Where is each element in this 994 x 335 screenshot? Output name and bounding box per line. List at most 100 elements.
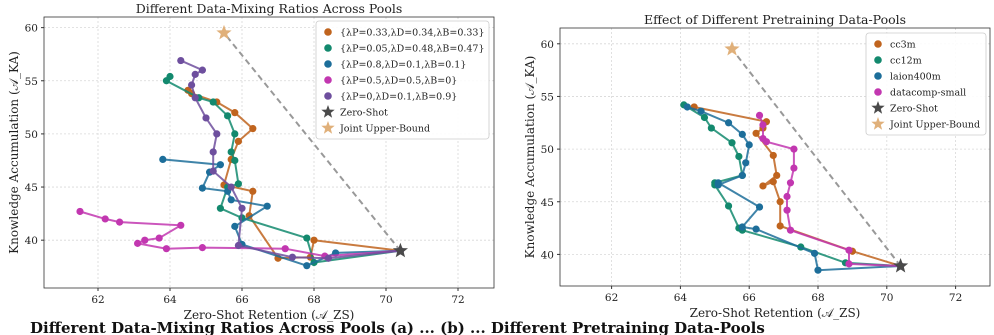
legend-label: {λP=0.8,λD=0.1,λB=0.1} bbox=[340, 60, 466, 71]
y-axis-label: Knowledge Accumulation (𝒜_KA) bbox=[7, 51, 21, 254]
upper-bound-dashed-line bbox=[731, 48, 902, 267]
x-tick-label: 70 bbox=[880, 292, 893, 304]
y-tick-label: 45 bbox=[25, 182, 38, 194]
data-point bbox=[234, 180, 242, 188]
legend-marker bbox=[324, 76, 332, 84]
y-axis-label: Knowledge Accumulation (𝒜_KA) bbox=[523, 56, 537, 259]
data-point bbox=[810, 249, 819, 257]
legend-marker-star bbox=[321, 105, 335, 118]
data-point bbox=[249, 187, 257, 195]
data-point bbox=[198, 184, 206, 192]
data-point bbox=[231, 109, 239, 117]
legend-label: laion400m bbox=[890, 72, 941, 83]
legend-label: Joint Upper-Bound bbox=[339, 124, 430, 135]
legend-marker bbox=[874, 72, 882, 80]
data-point bbox=[303, 262, 311, 270]
y-tick-label: 55 bbox=[25, 76, 38, 88]
y-tick-label: 40 bbox=[541, 249, 554, 261]
data-point bbox=[288, 253, 296, 261]
data-point bbox=[752, 225, 760, 233]
data-point bbox=[155, 234, 163, 242]
legend-marker bbox=[324, 60, 332, 68]
data-point bbox=[700, 113, 709, 122]
x-tick-label: 62 bbox=[91, 294, 104, 306]
data-point bbox=[101, 215, 109, 223]
x-tick-label: 64 bbox=[163, 294, 177, 306]
data-point bbox=[159, 155, 167, 164]
data-point bbox=[216, 204, 224, 212]
legend-marker bbox=[874, 40, 882, 48]
data-point bbox=[783, 192, 791, 201]
legend-marker bbox=[874, 88, 882, 96]
data-point bbox=[249, 124, 257, 133]
data-point bbox=[231, 222, 239, 230]
legend-box bbox=[315, 20, 490, 140]
legend-marker-star bbox=[871, 117, 885, 130]
legend-marker bbox=[324, 92, 332, 100]
data-point bbox=[724, 202, 733, 210]
data-point bbox=[209, 148, 217, 156]
x-tick-label: 64 bbox=[674, 292, 688, 304]
data-point bbox=[116, 218, 124, 226]
data-point bbox=[162, 245, 170, 253]
x-tick-label: 68 bbox=[811, 292, 824, 304]
zero-shot-star bbox=[893, 258, 909, 273]
data-point bbox=[227, 196, 235, 204]
data-point bbox=[238, 204, 246, 212]
data-point bbox=[231, 156, 239, 165]
data-point bbox=[281, 245, 289, 253]
data-point bbox=[198, 66, 206, 74]
legend-label: cc12m bbox=[890, 56, 922, 67]
data-point bbox=[177, 56, 185, 65]
data-point bbox=[198, 244, 206, 252]
series-line bbox=[758, 115, 901, 267]
data-point bbox=[707, 124, 715, 132]
legend-label: datacomp-small bbox=[890, 88, 966, 99]
data-point bbox=[776, 198, 784, 206]
legend-label: Zero-Shot bbox=[340, 108, 388, 119]
data-point bbox=[735, 152, 743, 161]
data-point bbox=[790, 164, 798, 172]
legend-label: Joint Upper-Bound bbox=[889, 120, 980, 131]
data-point bbox=[213, 130, 221, 138]
x-tick-label: 72 bbox=[949, 292, 962, 304]
x-axis-label: Zero-Shot Retention (𝒜_ZS) bbox=[690, 306, 861, 320]
x-tick-label: 66 bbox=[235, 294, 249, 306]
data-point bbox=[134, 239, 142, 247]
plot-frame bbox=[559, 27, 991, 287]
x-tick-label: 68 bbox=[307, 294, 320, 306]
data-point bbox=[209, 98, 217, 106]
data-point bbox=[759, 134, 767, 143]
legend-label: {λP=0.5,λD=0.5,λB=0} bbox=[340, 76, 457, 87]
data-point bbox=[742, 159, 750, 167]
legend-label: {λP=0.05,λD=0.48,λB=0.47} bbox=[340, 44, 485, 55]
x-tick-label: 66 bbox=[743, 292, 757, 304]
data-point bbox=[769, 178, 777, 186]
data-point bbox=[738, 171, 746, 180]
data-point bbox=[166, 72, 174, 81]
y-tick-label: 55 bbox=[541, 91, 554, 103]
x-tick-label: 72 bbox=[451, 294, 464, 306]
data-point bbox=[759, 182, 767, 190]
data-point bbox=[769, 151, 777, 160]
data-point bbox=[845, 260, 853, 268]
zero-shot-star bbox=[392, 242, 408, 258]
legend-box bbox=[865, 32, 987, 136]
legend-marker bbox=[874, 56, 882, 64]
data-point bbox=[738, 223, 746, 231]
data-point bbox=[224, 112, 232, 120]
data-point bbox=[845, 246, 853, 254]
data-point bbox=[324, 254, 332, 262]
chart-left: 62 64 66 68 70 72 40 45 50 55 60 Different Data-Mix… bbox=[7, 1, 495, 322]
data-point bbox=[216, 161, 224, 169]
upper-bound-dashed-line bbox=[223, 32, 402, 252]
y-tick-label: 45 bbox=[541, 197, 554, 209]
data-point bbox=[776, 222, 784, 230]
x-tick-label: 70 bbox=[379, 294, 392, 306]
chart-title: Different Data-Mixing Ratios Across Pool… bbox=[136, 1, 403, 16]
data-point bbox=[697, 107, 705, 115]
caption-fragment: Different Data-Mixing Ratios Across Pool… bbox=[30, 319, 765, 335]
y-tick-label: 40 bbox=[25, 235, 38, 247]
data-point bbox=[783, 206, 791, 214]
